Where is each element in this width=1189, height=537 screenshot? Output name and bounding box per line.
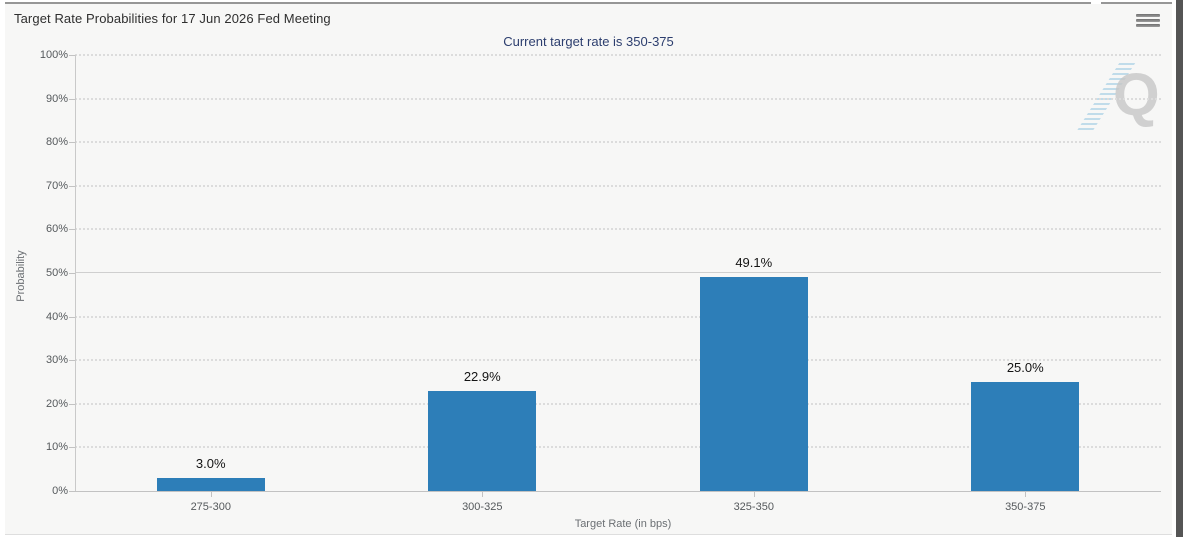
- bar-value-label: 22.9%: [463, 369, 501, 384]
- y-tick-label: 50%: [45, 267, 68, 279]
- y-tick-label: 10%: [45, 441, 68, 454]
- x-tick-label: 275-300: [190, 501, 231, 513]
- x-tick: [1025, 492, 1027, 497]
- hamburger-bar: [1136, 24, 1160, 27]
- gridline-40: [75, 315, 1161, 318]
- y-tick: [69, 273, 75, 274]
- y-tick-label: 40%: [45, 310, 68, 323]
- gridline-100: [75, 54, 1161, 56]
- y-axis-line: [75, 55, 76, 491]
- gridline-80: [75, 141, 1161, 144]
- y-tick: [69, 403, 75, 405]
- y-tick: [69, 229, 75, 231]
- panel-top-border-right: [1101, 2, 1172, 4]
- y-tick: [69, 55, 75, 56]
- bar-350-375[interactable]: [971, 382, 1080, 491]
- scrollbar[interactable]: [1176, 0, 1189, 537]
- y-tick-label: 30%: [45, 354, 68, 367]
- gridline-70: [75, 184, 1161, 187]
- y-tick-label: 80%: [45, 136, 68, 149]
- bar-value-label: 49.1%: [735, 255, 773, 270]
- y-tick-label: 100%: [39, 49, 68, 61]
- y-tick: [69, 447, 75, 449]
- y-tick: [69, 360, 75, 362]
- gridline-60: [75, 228, 1161, 231]
- panel-top-border: [5, 2, 1091, 4]
- y-tick-label: 70%: [45, 179, 68, 192]
- x-axis-title: Target Rate (in bps): [574, 518, 672, 530]
- hamburger-menu-icon[interactable]: [1136, 14, 1160, 34]
- gridline-20: [75, 402, 1161, 405]
- bar-300-325[interactable]: [428, 391, 537, 491]
- watermark-q-letter: Q: [1113, 61, 1160, 128]
- y-tick-label: 20%: [45, 397, 68, 410]
- gridline-10: [75, 446, 1161, 449]
- x-tick: [482, 492, 484, 497]
- bar-value-label: 25.0%: [1006, 360, 1044, 375]
- y-tick-label: 60%: [45, 223, 68, 236]
- hamburger-bar: [1136, 14, 1160, 17]
- bar-325-350[interactable]: [699, 277, 808, 491]
- x-tick-label: 300-325: [462, 501, 503, 513]
- bar-275-300[interactable]: [156, 478, 265, 491]
- y-axis-title: Probability: [15, 250, 27, 302]
- gridline-50: [75, 272, 1161, 273]
- y-tick: [69, 316, 75, 318]
- y-tick: [69, 491, 75, 492]
- y-tick: [69, 185, 75, 187]
- chart-title: Target Rate Probabilities for 17 Jun 202…: [14, 11, 331, 26]
- hamburger-bar: [1136, 19, 1160, 22]
- gridline-30: [75, 359, 1161, 362]
- scrollbar-thumb[interactable]: [1176, 0, 1183, 537]
- bar-value-label: 3.0%: [195, 456, 226, 471]
- chart-card: Target Rate Probabilities for 17 Jun 202…: [5, 4, 1172, 535]
- chart-subtitle: Current target rate is 350-375: [503, 34, 674, 49]
- x-axis-line: [75, 491, 1161, 492]
- y-tick: [69, 98, 75, 100]
- x-tick-label: 350-375: [1005, 501, 1046, 513]
- y-tick-label: 0%: [52, 485, 68, 497]
- x-tick-label: 325-350: [733, 501, 774, 513]
- y-tick: [69, 142, 75, 144]
- x-tick: [753, 492, 755, 497]
- y-tick-label: 90%: [45, 92, 68, 105]
- gridline-90: [75, 97, 1161, 100]
- x-tick: [210, 492, 212, 497]
